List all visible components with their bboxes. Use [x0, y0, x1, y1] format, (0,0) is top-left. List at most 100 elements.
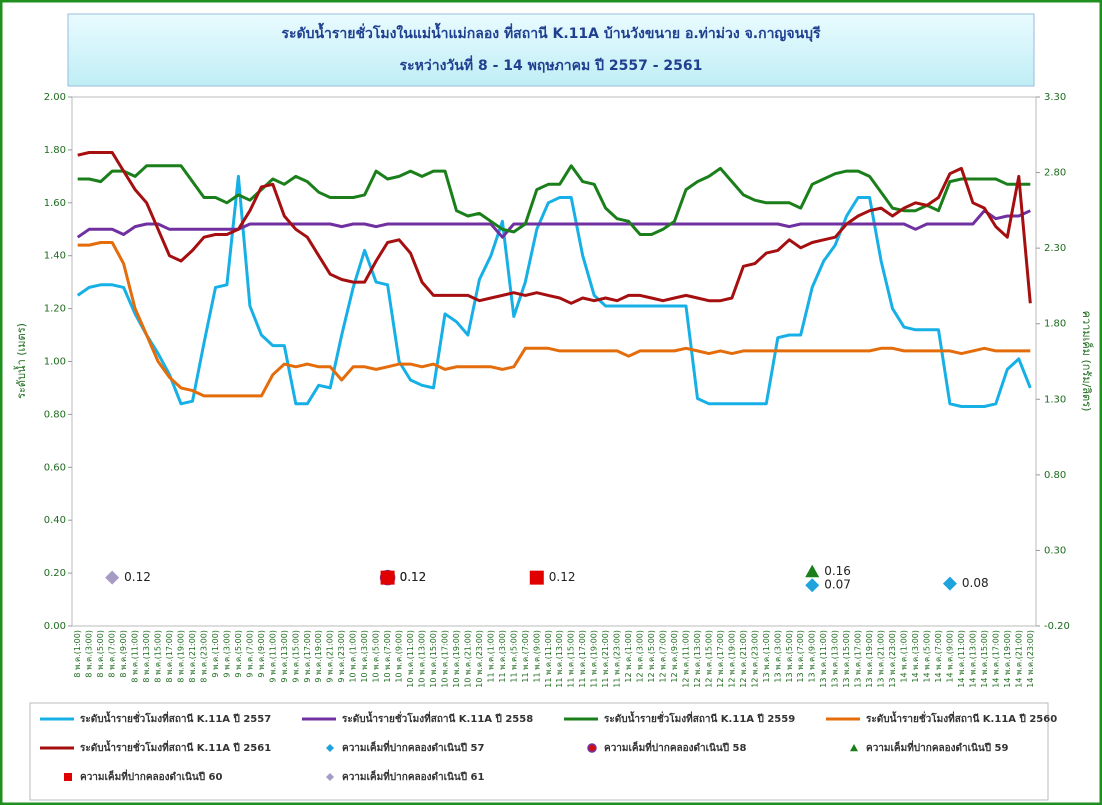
x-tick-label: 9 พ.ค.(17:00)	[303, 630, 312, 683]
x-tick-label: 9 พ.ค.(23:00)	[337, 630, 346, 683]
title-box	[67, 13, 1035, 87]
x-tick-label: 12 พ.ค.(5:00)	[647, 630, 656, 683]
legend-label: ระดับน้ำรายชั่วโมงที่สถานี K.11A ปี 2558	[342, 711, 533, 725]
y-tick-label: 0.00	[44, 621, 66, 632]
x-tick-label: 12 พ.ค.(3:00)	[636, 630, 645, 683]
x-tick-label: 11 พ.ค.(3:00)	[498, 630, 507, 683]
y-tick-label: 0.60	[44, 462, 66, 473]
x-tick-label: 10 พ.ค.(23:00)	[475, 630, 484, 688]
y2-tick-label: 0.80	[1044, 470, 1066, 481]
y-tick-label: 0.20	[44, 568, 66, 579]
x-tick-label: 13 พ.ค.(15:00)	[842, 630, 851, 688]
x-tick-label: 9 พ.ค.(21:00)	[326, 630, 335, 683]
salinity-label: 0.12	[124, 570, 151, 584]
x-tick-label: 12 พ.ค.(21:00)	[739, 630, 748, 688]
legend-label: ความเค็มที่ปากคลองดำเนินปี 59	[866, 740, 1009, 754]
x-tick-label: 13 พ.ค.(17:00)	[854, 630, 863, 688]
y-tick-label: 0.40	[44, 515, 66, 526]
y2-tick-label: 1.30	[1044, 394, 1066, 405]
chart-subtitle: ระหว่างวันที่ 8 - 14 พฤษภาคม ปี 2557 - 2…	[400, 55, 703, 74]
water-level-line	[77, 151, 1032, 305]
x-tick-label: 12 พ.ค.(9:00)	[670, 630, 679, 683]
x-tick-label: 11 พ.ค.(23:00)	[613, 630, 622, 688]
x-tick-label: 8 พ.ค.(21:00)	[188, 630, 197, 683]
y-tick-label: 1.00	[44, 357, 66, 368]
x-tick-label: 9 พ.ค.(19:00)	[314, 630, 323, 683]
salinity-label: 0.08	[962, 576, 989, 590]
legend-swatch	[850, 744, 858, 752]
y2-axis-title: ความเค็ม (กรัม/ลิตร)	[1080, 311, 1094, 412]
x-tick-label: 12 พ.ค.(19:00)	[727, 630, 736, 688]
salinity-label: 0.12	[400, 570, 427, 584]
x-tick-label: 13 พ.ค.(21:00)	[877, 630, 886, 688]
x-tick-label: 13 พ.ค.(11:00)	[819, 630, 828, 688]
x-tick-label: 13 พ.ค.(9:00)	[808, 630, 817, 683]
salinity-marker	[105, 570, 120, 585]
x-tick-label: 8 พ.ค.(13:00)	[142, 630, 151, 683]
x-tick-label: 13 พ.ค.(23:00)	[888, 630, 897, 688]
y2-tick-label: -0.20	[1044, 621, 1070, 632]
x-tick-label: 11 พ.ค.(9:00)	[532, 630, 541, 683]
legend-label: ความเค็มที่ปากคลองดำเนินปี 61	[342, 769, 485, 783]
legend-label: ระดับน้ำรายชั่วโมงที่สถานี K.11A ปี 2559	[604, 711, 795, 725]
x-tick-label: 12 พ.ค.(1:00)	[624, 630, 633, 683]
x-tick-label: 11 พ.ค.(13:00)	[555, 630, 564, 688]
x-tick-label: 8 พ.ค.(17:00)	[165, 630, 174, 683]
water-level-line	[77, 164, 1031, 236]
water-level-line	[77, 241, 1031, 398]
x-tick-label: 14 พ.ค.(17:00)	[991, 630, 1000, 688]
salinity-marker	[380, 570, 395, 585]
legend-label: ระดับน้ำรายชั่วโมงที่สถานี K.11A ปี 2561	[80, 740, 271, 754]
x-tick-label: 14 พ.ค.(7:00)	[934, 630, 943, 683]
x-tick-label: 12 พ.ค.(23:00)	[750, 630, 759, 688]
x-tick-label: 10 พ.ค.(3:00)	[360, 630, 369, 683]
x-tick-label: 12 พ.ค.(7:00)	[659, 630, 668, 683]
y-tick-label: 0.80	[44, 409, 66, 420]
salinity-label: 0.12	[549, 570, 576, 584]
x-tick-label: 11 พ.ค.(7:00)	[521, 630, 530, 683]
salinity-label: 0.07	[824, 578, 851, 592]
legend-label: ความเค็มที่ปากคลองดำเนินปี 60	[80, 769, 223, 783]
legend-label: ระดับน้ำรายชั่วโมงที่สถานี K.11A ปี 2557	[80, 711, 271, 725]
x-tick-label: 8 พ.ค.(23:00)	[199, 630, 208, 683]
legend-swatch	[587, 743, 597, 753]
x-tick-label: 10 พ.ค.(9:00)	[395, 630, 404, 683]
x-tick-label: 8 พ.ค.(1:00)	[73, 630, 82, 678]
y-axis-title: ระดับน้ำ (เมตร)	[13, 323, 28, 399]
x-tick-label: 10 พ.ค.(13:00)	[418, 630, 427, 688]
x-tick-label: 8 พ.ค.(19:00)	[177, 630, 186, 683]
x-tick-label: 9 พ.ค.(13:00)	[280, 630, 289, 683]
x-tick-label: 14 พ.ค.(3:00)	[911, 630, 920, 683]
legend-swatch	[326, 744, 334, 752]
legend-label: ความเค็มที่ปากคลองดำเนินปี 58	[604, 740, 747, 754]
x-tick-label: 9 พ.ค.(3:00)	[222, 630, 231, 678]
x-tick-label: 13 พ.ค.(7:00)	[796, 630, 805, 683]
x-tick-label: 9 พ.ค.(9:00)	[257, 630, 266, 678]
salinity-marker	[942, 576, 957, 591]
y-tick-label: 1.60	[44, 198, 66, 209]
x-tick-label: 11 พ.ค.(15:00)	[567, 630, 576, 688]
salinity-label: 0.16	[824, 564, 851, 578]
x-tick-label: 9 พ.ค.(15:00)	[291, 630, 300, 683]
x-tick-label: 9 พ.ค.(5:00)	[234, 630, 243, 678]
salinity-marker	[529, 570, 544, 585]
y2-tick-label: 2.80	[1044, 168, 1066, 179]
legend	[29, 702, 1049, 801]
x-tick-label: 14 พ.ค.(11:00)	[957, 630, 966, 688]
x-tick-label: 9 พ.ค.(1:00)	[211, 630, 220, 678]
salinity-marker	[805, 564, 820, 578]
x-tick-label: 14 พ.ค.(19:00)	[1003, 630, 1012, 688]
x-tick-label: 11 พ.ค.(19:00)	[590, 630, 599, 688]
x-tick-label: 10 พ.ค.(5:00)	[372, 630, 381, 683]
x-tick-label: 12 พ.ค.(15:00)	[704, 630, 713, 688]
x-tick-label: 13 พ.ค.(13:00)	[831, 630, 840, 688]
x-tick-label: 11 พ.ค.(5:00)	[509, 630, 518, 683]
y2-tick-label: 0.30	[1044, 545, 1066, 556]
x-tick-label: 11 พ.ค.(1:00)	[486, 630, 495, 683]
x-tick-label: 11 พ.ค.(11:00)	[544, 630, 553, 688]
y2-tick-label: 2.30	[1044, 243, 1066, 254]
x-tick-label: 12 พ.ค.(17:00)	[716, 630, 725, 688]
x-tick-label: 10 พ.ค.(7:00)	[383, 630, 392, 683]
x-tick-label: 8 พ.ค.(15:00)	[154, 630, 163, 683]
